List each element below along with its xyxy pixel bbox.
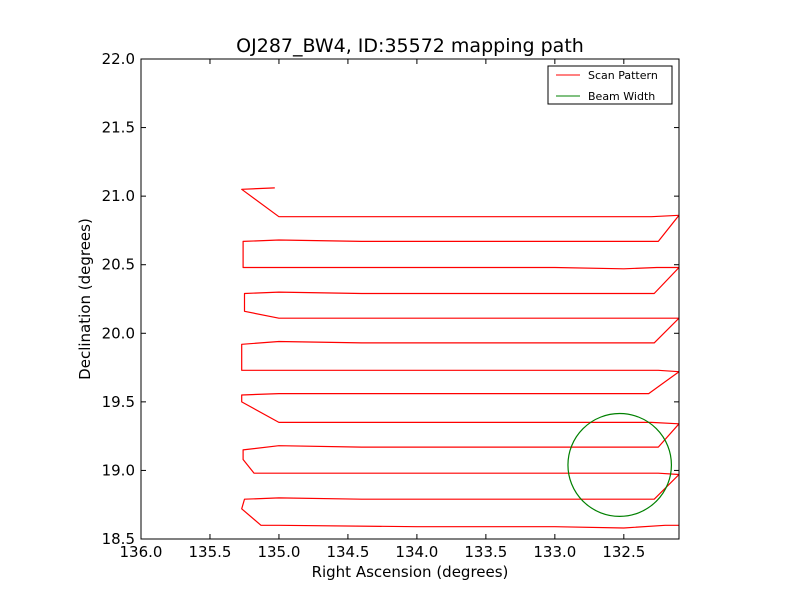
x-axis-label: Right Ascension (degrees): [312, 563, 509, 581]
y-axis-label: Declination (degrees): [76, 218, 94, 380]
y-tick-label: 20.5: [102, 256, 135, 274]
y-tick-label: 20.0: [102, 324, 135, 342]
legend-label-scan-pattern: Scan Pattern: [588, 69, 658, 82]
x-tick-label: 133.0: [533, 543, 576, 561]
x-tick-label: 133.5: [464, 543, 507, 561]
y-tick-label: 18.5: [102, 530, 135, 548]
x-tick-label: 132.5: [602, 543, 645, 561]
x-tick-label: 135.5: [188, 543, 231, 561]
y-tick-label: 19.0: [102, 461, 135, 479]
series-beam-width: [567, 412, 673, 517]
x-tick-label: 134.5: [326, 543, 369, 561]
y-tick-label: 21.0: [102, 187, 135, 205]
y-tick-label: 21.5: [102, 119, 135, 137]
legend: Scan Pattern Beam Width: [547, 65, 673, 105]
plot-area: 136.0 135.5 135.0 134.5 134.0 133.5 133.0 132.5…: [102, 50, 680, 561]
legend-box: [547, 65, 673, 105]
x-tick-label: 134.0: [395, 543, 438, 561]
chart-title: OJ287_BW4, ID:35572 mapping path: [236, 35, 584, 57]
y-tick-label: 22.0: [102, 50, 135, 68]
x-tick-label: 136.0: [120, 543, 163, 561]
y-tick-label: 19.5: [102, 393, 135, 411]
x-tick-label: 135.0: [257, 543, 300, 561]
legend-label-beam-width: Beam Width: [588, 90, 655, 103]
series-scan-pattern: [241, 187, 679, 529]
plot-frame: [140, 58, 680, 540]
